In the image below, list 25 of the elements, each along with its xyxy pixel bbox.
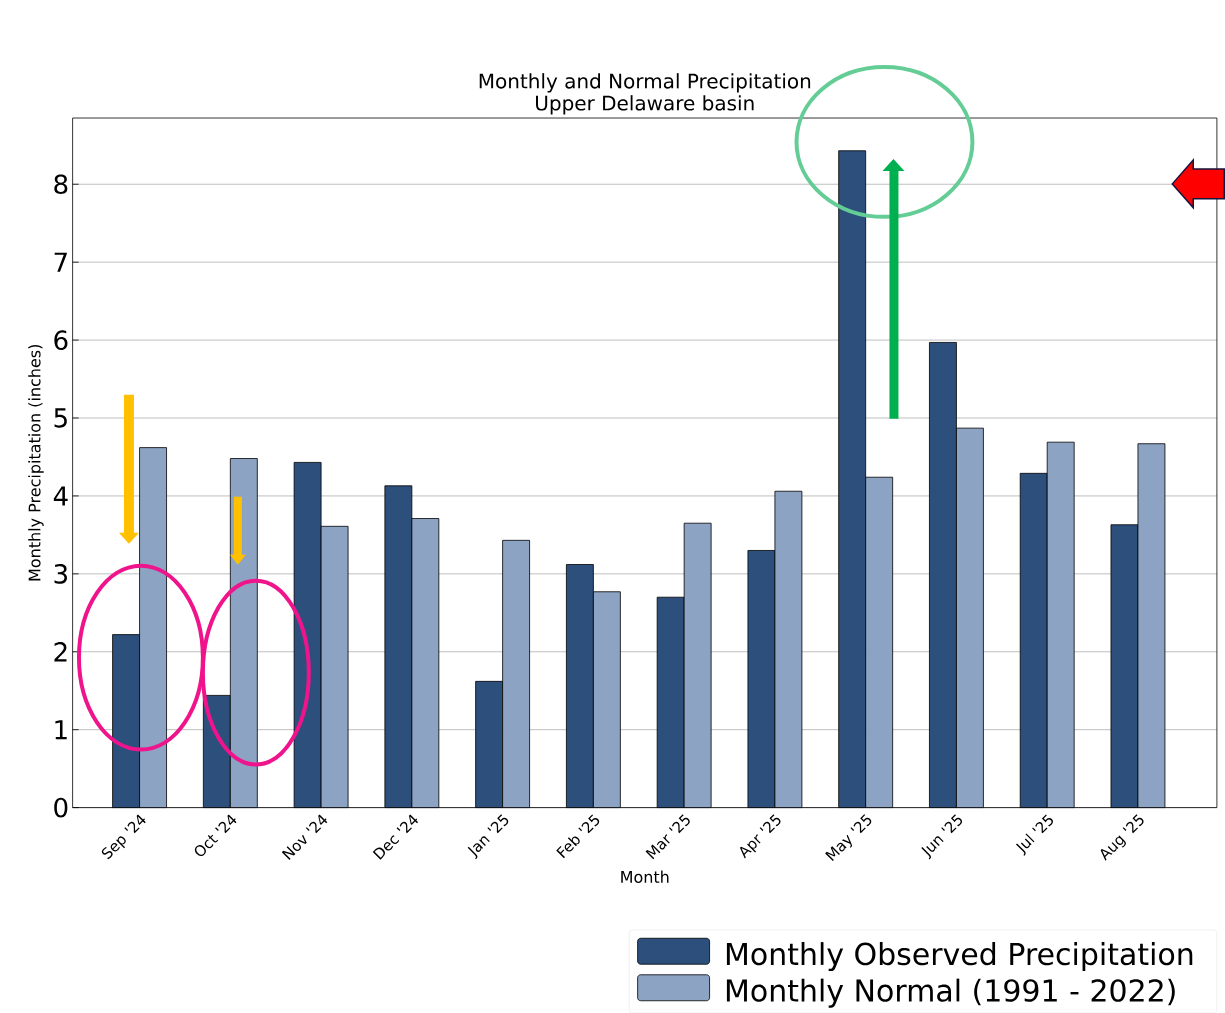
x-tick-label: Jan '25 — [467, 814, 509, 860]
x-tick-label: Jun '25 — [921, 814, 963, 860]
y-tick-label: 4 — [53, 486, 68, 506]
y-tick-label: 0 — [54, 797, 68, 818]
legend-label: Monthly Observed Precipitation — [726, 942, 1193, 972]
y-tick-label: 1 — [55, 720, 67, 740]
x-tick-label: Mar '25 — [645, 814, 690, 860]
x-tick-label: Feb '25 — [556, 814, 600, 859]
y-tick-label: 6 — [54, 330, 68, 350]
y-tick-label: 5 — [54, 408, 67, 428]
x-tick-label: Oct '24 — [194, 814, 237, 857]
y-tick-label: 2 — [54, 642, 67, 662]
x-tick-label: Dec '24 — [372, 814, 419, 860]
y-axis-title: Monthly Precipitation (inches) — [28, 344, 44, 581]
x-tick-label: Sep '24 — [101, 814, 146, 860]
y-tick-label: 8 — [54, 174, 68, 195]
chart-subtitle: Upper Delaware basin — [536, 95, 754, 115]
y-tick-label: 7 — [54, 252, 67, 272]
x-tick-label: Nov '24 — [281, 814, 328, 860]
legend-label: Monthly Normal (1991 - 2022) — [726, 978, 1175, 1008]
chart-title: Monthly and Normal Precipitation — [479, 73, 811, 93]
x-tick-label: Jul '25 — [1015, 814, 1053, 856]
x-tick-label: Apr '25 — [739, 814, 781, 859]
x-axis-title: Month — [621, 870, 669, 883]
y-tick-label: 3 — [54, 563, 68, 584]
